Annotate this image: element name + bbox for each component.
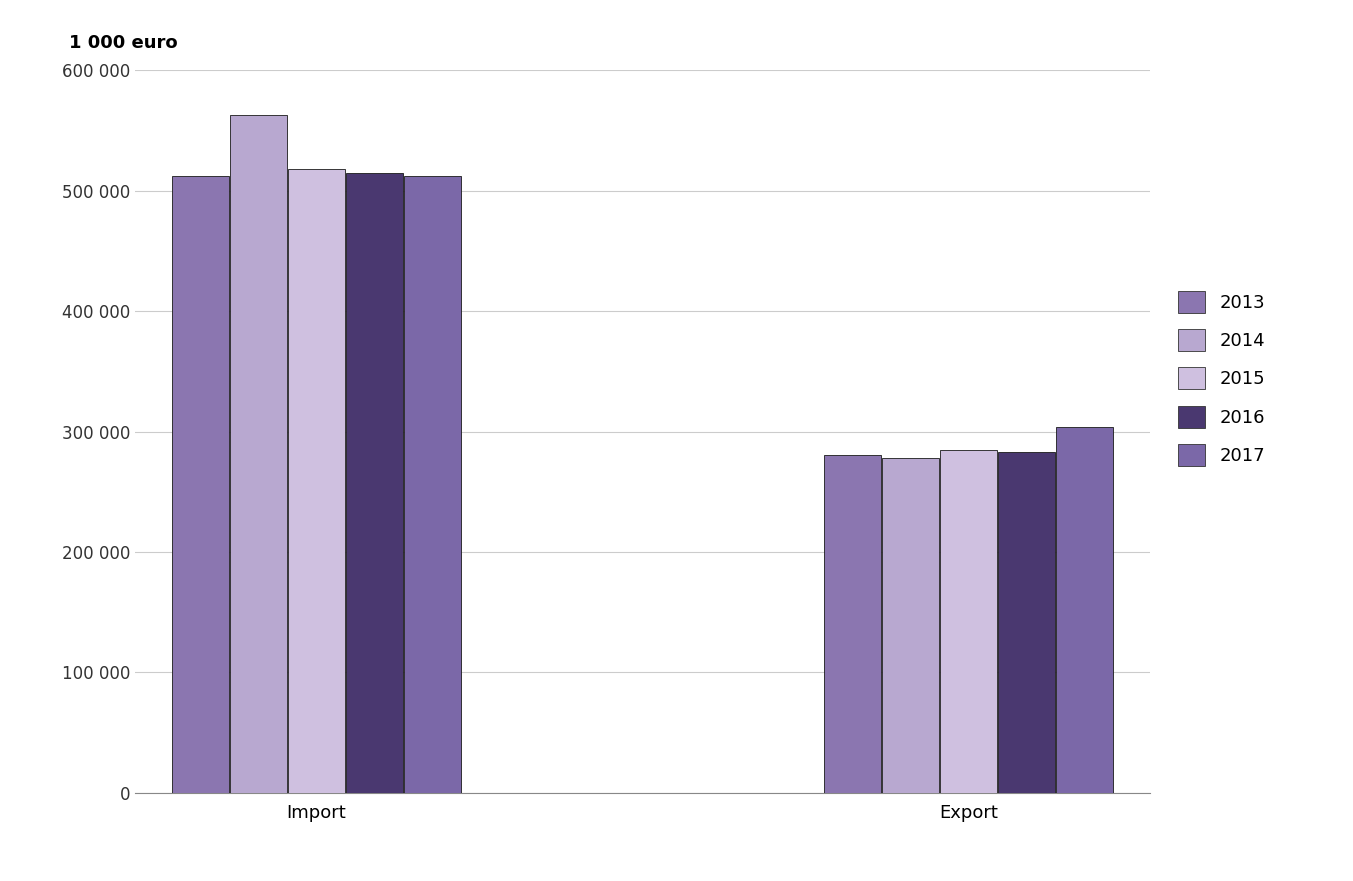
Bar (405, 176, 461, 793)
Legend: 2013, 2014, 2015, 2016, 2017: 2013, 2014, 2015, 2016, 2017 (1169, 282, 1275, 475)
Bar (230, 115, 287, 793)
Bar (940, 450, 997, 793)
Bar (172, 176, 229, 793)
Bar (1057, 427, 1114, 793)
Bar (999, 452, 1055, 793)
Bar (882, 458, 939, 793)
Text: 1 000 euro: 1 000 euro (69, 34, 179, 53)
Bar (824, 455, 881, 793)
Bar (346, 173, 403, 793)
Bar (288, 169, 345, 793)
